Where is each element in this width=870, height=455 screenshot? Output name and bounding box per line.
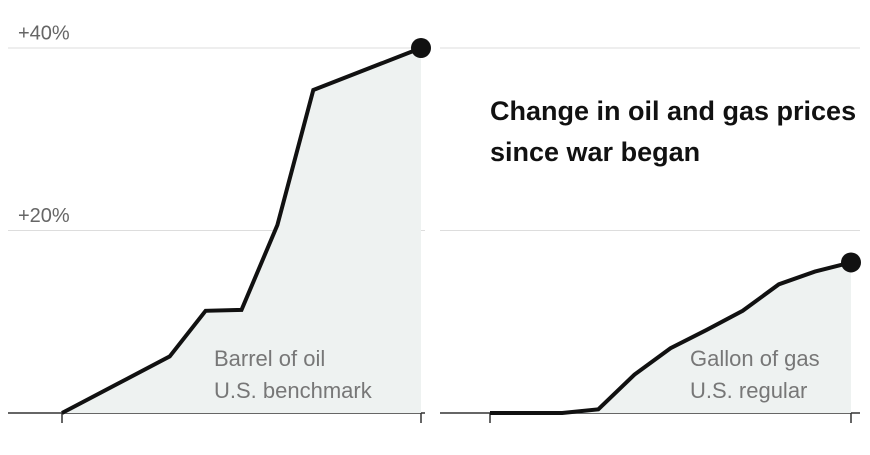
line — [490, 260, 852, 415]
end-dot — [411, 38, 431, 58]
annotation: U.S. benchmark — [214, 378, 373, 403]
chart-title: since war began — [490, 137, 700, 167]
annotation: U.S. regular — [690, 378, 807, 403]
line — [61, 46, 422, 415]
y-tick-label: +20% — [18, 205, 70, 227]
chart-title: Change in oil and gas prices — [490, 96, 856, 126]
area — [490, 262, 851, 413]
area — [62, 48, 421, 413]
y-tick-label: +40% — [18, 22, 70, 44]
end-dot — [841, 252, 861, 273]
annotation: Barrel of oil — [214, 346, 325, 371]
annotation: Gallon of gas — [690, 346, 820, 371]
